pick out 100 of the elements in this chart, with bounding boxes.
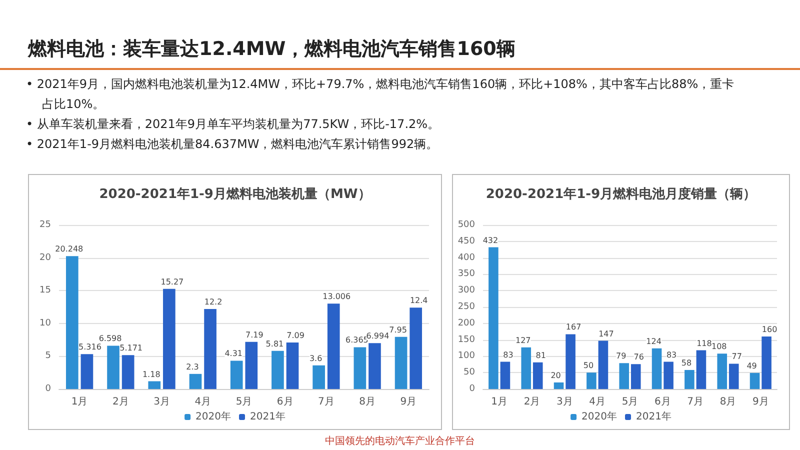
x-tick-label: 9月: [400, 396, 417, 408]
legend-label: 2020年: [196, 410, 232, 422]
bar: [107, 346, 120, 389]
y-tick-label: 10: [40, 318, 52, 328]
y-tick-label: 25: [40, 220, 51, 230]
data-label: 2.3: [186, 362, 199, 372]
x-tick-label: 9月: [752, 396, 769, 408]
x-tick-label: 1月: [71, 396, 88, 408]
data-label: 77: [732, 352, 742, 362]
chart-title: 2020-2021年1-9月燃料电池装机量（MW）: [99, 187, 371, 202]
text: • 从单车装机量来看，2021年9月单车平均装机量为77.5KW，环比-17.2%。: [26, 116, 441, 133]
data-label: 127: [515, 336, 531, 345]
bar: [566, 334, 576, 389]
bar: [652, 348, 662, 389]
data-label: 5.316: [78, 342, 102, 352]
y-tick-label: 250: [458, 302, 476, 312]
x-tick-label: 6月: [654, 396, 671, 408]
bar: [488, 247, 498, 389]
data-label: 3.6: [309, 354, 322, 363]
data-label: 81: [536, 350, 546, 360]
legend-label: 2020年: [582, 410, 618, 422]
bar: [204, 308, 216, 389]
bar: [598, 340, 608, 389]
text: • 2021年1-9月燃料电池装机量84.637MW，燃料电池汽车累计销售992辆。: [26, 136, 440, 153]
legend-label: 2021年: [636, 410, 672, 422]
bar: [368, 343, 381, 389]
data-label: 49: [746, 361, 757, 370]
y-tick-label: 350: [458, 269, 476, 280]
x-tick-label: 3月: [556, 396, 573, 408]
data-label: 12.4: [410, 296, 428, 306]
y-tick-label: 150: [458, 334, 476, 345]
data-label: 160: [762, 325, 778, 334]
data-label: 13.006: [322, 292, 351, 302]
data-label: 124: [646, 336, 662, 346]
bar: [717, 354, 728, 389]
data-label: 20.248: [55, 244, 84, 254]
bar: [230, 360, 243, 389]
data-label: 15.27: [160, 277, 184, 286]
bar: [762, 336, 772, 389]
text: 燃料电池：装车量达12.4MW，燃料电池汽车销售160辆: [28, 37, 516, 62]
data-label: 5.81: [266, 339, 284, 348]
x-tick-label: 3月: [154, 396, 170, 408]
data-label: 5.171: [120, 344, 143, 353]
data-label: 83: [503, 350, 514, 360]
legend-label: 2021年: [250, 410, 286, 422]
y-tick-label: 20: [40, 252, 52, 263]
data-label: 4.31: [224, 349, 243, 358]
chart-title: 2020-2021年1-9月燃料电池月度销量（辆）: [486, 186, 756, 202]
bar: [394, 336, 408, 389]
bar: [80, 354, 94, 389]
y-tick-label: 0: [469, 384, 476, 394]
x-tick-label: 6月: [276, 396, 294, 408]
bar: [619, 363, 630, 389]
data-label: 50: [583, 361, 594, 370]
data-label: 7.95: [389, 325, 407, 334]
bar: [327, 304, 340, 389]
data-label: 12.2: [204, 297, 222, 306]
bar: [521, 347, 532, 389]
data-label: 7.09: [286, 330, 304, 340]
bar: [312, 365, 325, 389]
bar: [66, 256, 78, 389]
bar: [664, 362, 674, 389]
bar: [410, 308, 422, 389]
data-label: 147: [598, 329, 614, 338]
data-label: 6.365: [345, 336, 368, 345]
x-tick-label: 7月: [318, 396, 334, 408]
bar: [728, 364, 739, 389]
bar: [554, 382, 564, 389]
y-tick-label: 50: [464, 368, 476, 378]
data-label: 76: [634, 352, 644, 362]
data-label: 58: [681, 358, 692, 368]
bar: [245, 342, 258, 389]
data-label: 6.994: [366, 332, 390, 341]
y-tick-label: 200: [458, 318, 476, 328]
x-tick-label: 5月: [622, 396, 638, 408]
x-tick-label: 8月: [720, 396, 736, 408]
bar: [684, 370, 694, 389]
x-tick-label: 5月: [236, 396, 252, 408]
data-label: 167: [566, 322, 582, 332]
bar: [272, 350, 284, 389]
x-tick-label: 7月: [687, 396, 704, 408]
bar: [122, 355, 134, 389]
y-tick-label: 400: [458, 252, 476, 263]
data-label: 432: [482, 236, 498, 245]
data-label: 20: [550, 370, 561, 380]
data-label: 108: [711, 342, 727, 352]
data-label: 118: [696, 338, 712, 348]
bar: [750, 372, 760, 389]
y-tick-label: 300: [458, 286, 476, 296]
bar: [630, 364, 641, 389]
y-tick-label: 5: [45, 351, 51, 362]
data-label: 79: [616, 352, 626, 361]
data-label: 7.19: [245, 330, 264, 340]
data-label: 6.598: [98, 334, 122, 344]
bar: [586, 372, 596, 389]
bar: [148, 381, 161, 389]
bar: [163, 288, 176, 389]
y-tick-label: 450: [458, 236, 476, 246]
bar: [286, 342, 299, 389]
bar: [500, 362, 510, 389]
